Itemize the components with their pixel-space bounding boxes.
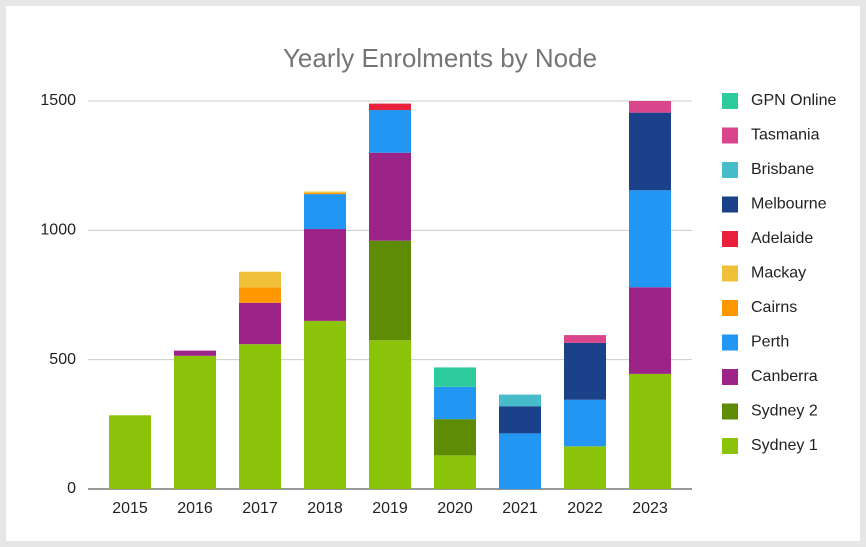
bar-segment [629, 190, 671, 288]
bar-segment [629, 373, 671, 489]
y-tick-label: 500 [49, 351, 76, 368]
bar-segment [369, 152, 411, 241]
x-tick-label: 2023 [632, 500, 668, 517]
legend-swatch [722, 196, 738, 213]
bar-segment [434, 419, 476, 456]
bar-segment [629, 112, 671, 191]
bar-segment [239, 287, 281, 303]
x-tick-label: 2017 [242, 500, 278, 517]
bar-segment [499, 433, 541, 489]
bar-segment [564, 446, 606, 489]
bar-segment [369, 103, 411, 111]
bar-segment [304, 229, 346, 321]
legend-swatch [722, 300, 738, 316]
bar-segment [239, 302, 281, 345]
legend-swatch [722, 403, 738, 420]
legend-swatch [722, 265, 738, 282]
x-tick-label: 2015 [112, 500, 148, 517]
bar-segment [629, 287, 671, 374]
legend-swatch [722, 162, 738, 178]
x-tick-label: 2019 [372, 500, 408, 517]
legend-label: Tasmania [751, 127, 820, 144]
x-tick-label: 2020 [437, 500, 473, 517]
bar-segment [369, 240, 411, 341]
bar-segment [564, 335, 606, 343]
bar-segment [434, 455, 476, 489]
bar-segment [369, 110, 411, 153]
y-tick-label: 1000 [40, 222, 76, 239]
bar-segment [174, 355, 216, 489]
bar-segment [239, 271, 281, 288]
bar-segment [434, 386, 476, 420]
legend-label: Adelaide [751, 230, 813, 247]
bar-segment [564, 399, 606, 447]
y-tick-label: 0 [67, 480, 76, 497]
bar-segment [564, 342, 606, 400]
legend-label: Mackay [751, 265, 806, 282]
bar-segment [369, 340, 411, 489]
legend-swatch [722, 334, 738, 351]
bar-segment [434, 367, 476, 387]
y-tick-label: 1500 [40, 92, 76, 109]
legend-swatch [722, 93, 738, 109]
legend-label: Perth [751, 334, 789, 351]
legend-label: Sydney 2 [751, 403, 818, 420]
legend-label: GPN Online [751, 92, 836, 109]
bar-segment [304, 320, 346, 489]
legend-label: Melbourne [751, 196, 827, 213]
legend-swatch [722, 438, 738, 454]
legend-swatch [722, 231, 738, 247]
x-tick-label: 2018 [307, 500, 343, 517]
bar-segment [499, 394, 541, 407]
legend-label: Canberra [751, 368, 818, 385]
bar-segment [174, 350, 216, 356]
x-tick-label: 2016 [177, 500, 213, 517]
legend-swatch [722, 127, 738, 144]
chart-title: Yearly Enrolments by Node [283, 43, 597, 73]
legend-label: Sydney 1 [751, 437, 818, 454]
bar-segment [304, 191, 346, 193]
bar-segment [629, 101, 671, 113]
legend-label: Brisbane [751, 161, 814, 178]
bar-segment [109, 415, 151, 489]
legend-label: Cairns [751, 299, 797, 316]
bar-segment [239, 344, 281, 489]
bar-segment [499, 406, 541, 434]
x-tick-label: 2021 [502, 500, 538, 517]
bar-segment [304, 194, 346, 230]
x-tick-label: 2022 [567, 500, 603, 517]
legend-swatch [722, 369, 738, 385]
bar-segment [304, 192, 346, 195]
